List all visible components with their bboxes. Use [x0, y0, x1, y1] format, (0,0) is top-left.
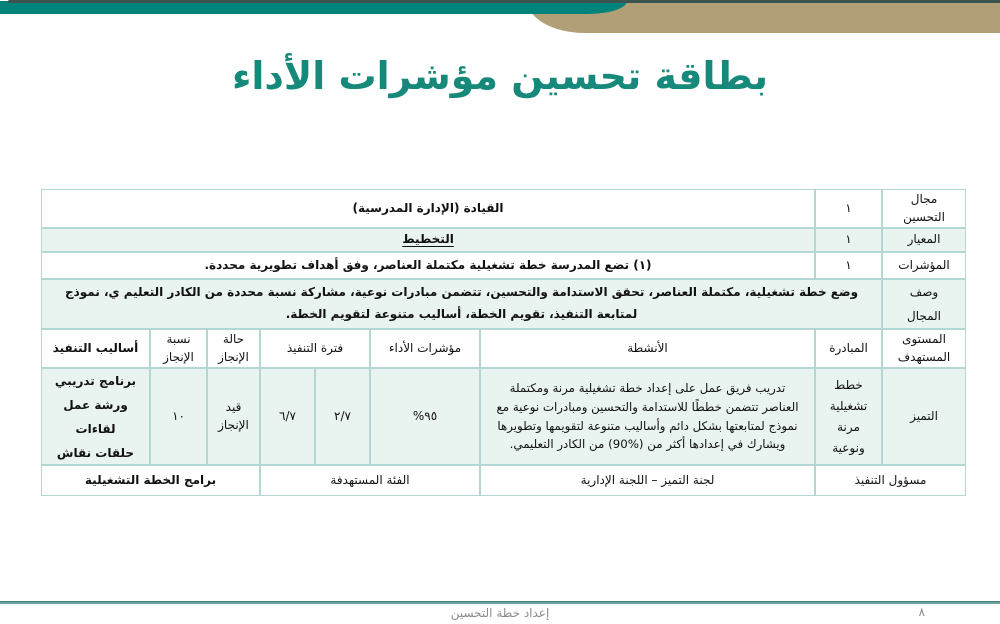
- standard-label: المعيار: [882, 228, 966, 252]
- improvement-area-value: القيادة (الإدارة المدرسية): [41, 189, 815, 228]
- header-target-level: المستوى المستهدف: [882, 329, 966, 368]
- footer-text: إعداد خطة التحسين: [450, 606, 550, 620]
- standard-value: التخطيط: [41, 228, 815, 252]
- improvement-area-index: ١: [815, 189, 882, 228]
- owner-label: مسؤول التنفيذ: [815, 465, 966, 496]
- improvement-area-label: مجال التحسين: [882, 189, 966, 228]
- indicators-index: ١: [815, 252, 882, 279]
- data-kpi: ٩٥%: [370, 368, 480, 465]
- data-progress: ١٠: [150, 368, 207, 465]
- page-number: ٨: [918, 605, 925, 619]
- header-teal-bar: [0, 1, 627, 14]
- improvement-card-table: مجال التحسين ١ القيادة (الإدارة المدرسية…: [41, 189, 966, 496]
- header-status: حالة الإنجاز: [207, 329, 260, 368]
- header-dark-edge: [8, 0, 1000, 3]
- standard-index: ١: [815, 228, 882, 252]
- data-period-end: ٦/٧: [260, 368, 315, 465]
- header-period: فترة التنفيذ: [260, 329, 370, 368]
- indicators-label: المؤشرات: [882, 252, 966, 279]
- audience-value: برامج الخطة التشغيلية: [41, 465, 260, 496]
- data-methods: برنامج تدريبي ورشة عمل لقاءات حلقات نقاش: [41, 368, 150, 465]
- data-status: قيد الإنجاز: [207, 368, 260, 465]
- header-methods: أساليب التنفيذ: [41, 329, 150, 368]
- description-value: وضع خطة تشغيلية، مكتملة العناصر، تحقق ال…: [41, 279, 882, 329]
- data-target-level: التميز: [882, 368, 966, 465]
- indicators-value: (١) تضع المدرسة خطة تشغيلية مكتملة العنا…: [41, 252, 815, 279]
- footer-divider: [0, 601, 1000, 604]
- header-initiative: المبادرة: [815, 329, 882, 368]
- data-period-start: ٢/٧: [315, 368, 370, 465]
- owner-value: لجنة التميز – اللجنة الإدارية: [480, 465, 815, 496]
- page-title: بطاقة تحسين مؤشرات الأداء: [231, 54, 769, 98]
- data-initiative: خطط تشغيلية مرنة ونوعية: [815, 368, 882, 465]
- audience-label: الفئة المستهدفة: [260, 465, 480, 496]
- header-activities: الأنشطة: [480, 329, 815, 368]
- data-activities: تدريب فريق عمل على إعداد خطة تشغيلية مرن…: [480, 368, 815, 465]
- description-label: وصف المجال: [882, 279, 966, 329]
- header-kpi: مؤشرات الأداء: [370, 329, 480, 368]
- header-progress: نسبة الإنجاز: [150, 329, 207, 368]
